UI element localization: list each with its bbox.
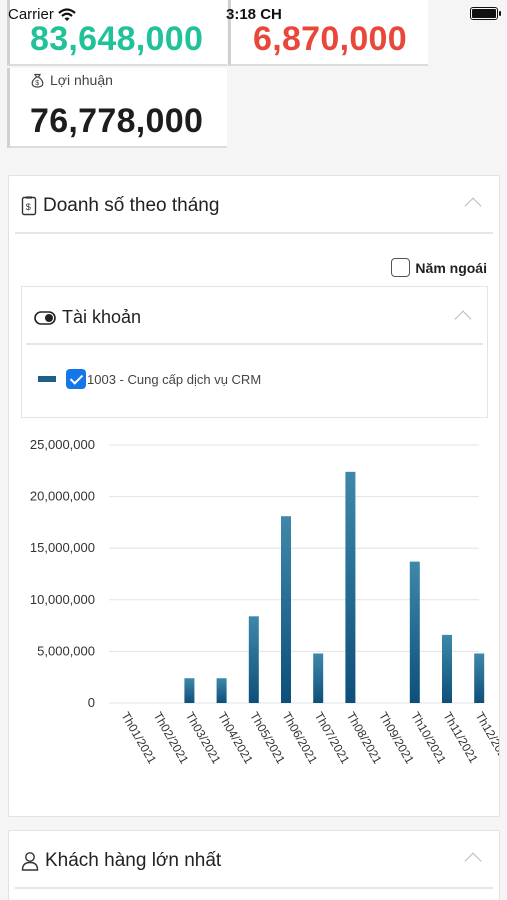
chart-bar[interactable] (248, 616, 259, 703)
sales-by-month-panel: $ Doanh số theo tháng Năm ngoái Tài khoả… (8, 175, 500, 817)
revenue-value: 83,648,000 (30, 20, 204, 58)
chart-bar[interactable] (216, 678, 227, 703)
profit-label: Lợi nhuận (50, 72, 113, 88)
accounts-title-row: Tài khoản (34, 307, 141, 328)
y-tick-label: 15,000,000 (30, 540, 95, 555)
svg-text:$: $ (35, 80, 39, 87)
last-year-checkbox[interactable] (391, 258, 411, 277)
money-bag-icon: $ (31, 73, 44, 88)
accounts-subpanel: Tài khoản 1003 - Cung cấp dịch vụ CRM (21, 286, 488, 418)
toggle-icon (34, 310, 56, 325)
legend-swatch (38, 376, 56, 382)
profit-label-row: $ Lợi nhuận (30, 72, 113, 88)
status-time: 3:18 CH (226, 6, 282, 23)
status-bar: Carrier 3:18 CH (0, 0, 507, 26)
chevron-up-icon[interactable] (464, 197, 482, 215)
customers-panel-header[interactable]: Khách hàng lớn nhất (15, 831, 493, 889)
sales-panel-header[interactable]: $ Doanh số theo tháng (15, 176, 493, 234)
expense-value: 6,870,000 (253, 20, 407, 58)
y-tick-label: 10,000,000 (30, 592, 95, 607)
legend-label: 1003 - Cung cấp dịch vụ CRM (87, 371, 262, 387)
chevron-up-icon[interactable] (454, 310, 472, 328)
receipt-icon: $ (21, 196, 37, 216)
sales-panel-title: Doanh số theo tháng (43, 195, 220, 216)
profit-value: 76,778,000 (30, 102, 204, 140)
top-customers-panel: Khách hàng lớn nhất (8, 830, 500, 900)
accounts-title: Tài khoản (62, 307, 142, 327)
chart-bar[interactable] (184, 678, 195, 703)
carrier-label: Carrier (8, 6, 54, 23)
sales-panel-title-row: $ Doanh số theo tháng (21, 195, 219, 217)
customers-panel-title-row: Khách hàng lớn nhất (21, 850, 221, 872)
y-tick-label: 20,000,000 (30, 489, 95, 504)
chevron-up-icon[interactable] (464, 852, 482, 870)
chart-bar[interactable] (281, 516, 291, 703)
user-icon (21, 852, 39, 871)
customers-panel-title: Khách hàng lớn nhất (45, 850, 222, 871)
legend-item[interactable]: 1003 - Cung cấp dịch vụ CRM (38, 369, 261, 389)
y-tick-label: 5,000,000 (37, 643, 95, 658)
chart-bar[interactable] (345, 471, 356, 703)
y-tick-label: 25,000,000 (30, 437, 95, 452)
expense-card: 6,870,000 (228, 0, 428, 66)
carrier-info: Carrier (8, 6, 76, 23)
sales-bar-chart: 0 5,000,000 10,000,000 15,000,000 20,000,000… (30, 437, 499, 766)
legend-checkbox[interactable] (66, 369, 86, 389)
profit-card: $ Lợi nhuận 76,778,000 (7, 68, 227, 148)
last-year-toggle[interactable]: Năm ngoái (391, 258, 487, 277)
accounts-header[interactable]: Tài khoản (26, 287, 483, 345)
chart-bar[interactable] (313, 653, 324, 703)
revenue-card: 83,648,000 (7, 0, 227, 66)
svg-text:$: $ (26, 202, 31, 212)
chart-bar[interactable] (442, 634, 452, 703)
last-year-label: Năm ngoái (415, 259, 487, 276)
chart-bar[interactable] (474, 653, 485, 703)
y-tick-label: 0 (88, 695, 95, 710)
wifi-icon (58, 7, 76, 21)
battery-icon (470, 7, 501, 20)
chart-bar[interactable] (409, 561, 420, 703)
